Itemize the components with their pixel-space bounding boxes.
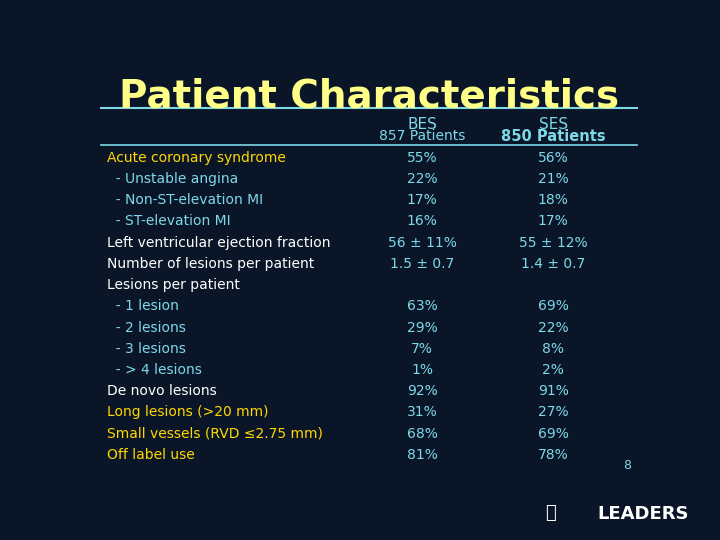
Text: 55 ± 12%: 55 ± 12%: [519, 235, 588, 249]
Text: - Unstable angina: - Unstable angina: [107, 172, 238, 186]
Text: 8%: 8%: [542, 342, 564, 356]
Text: 1%: 1%: [411, 363, 433, 377]
Text: 857 Patients: 857 Patients: [379, 129, 465, 143]
Text: 17%: 17%: [538, 214, 569, 228]
Text: BES: BES: [407, 117, 437, 132]
Text: 63%: 63%: [407, 299, 437, 313]
Text: 56%: 56%: [538, 151, 569, 165]
Text: - Non-ST-elevation MI: - Non-ST-elevation MI: [107, 193, 263, 207]
Text: 91%: 91%: [538, 384, 569, 398]
Text: 🕊: 🕊: [545, 504, 556, 522]
Text: Number of lesions per patient: Number of lesions per patient: [107, 257, 314, 271]
Text: - > 4 lesions: - > 4 lesions: [107, 363, 202, 377]
Text: 56 ± 11%: 56 ± 11%: [387, 235, 456, 249]
Text: 68%: 68%: [407, 427, 438, 441]
Text: 69%: 69%: [538, 299, 569, 313]
Text: Patient Characteristics: Patient Characteristics: [119, 77, 619, 115]
Text: Left ventricular ejection fraction: Left ventricular ejection fraction: [107, 235, 330, 249]
Text: 55%: 55%: [407, 151, 437, 165]
Text: 2%: 2%: [542, 363, 564, 377]
Text: Off label use: Off label use: [107, 448, 194, 462]
Text: 17%: 17%: [407, 193, 437, 207]
Text: 92%: 92%: [407, 384, 437, 398]
Text: 31%: 31%: [407, 406, 437, 420]
Text: 69%: 69%: [538, 427, 569, 441]
Text: 27%: 27%: [538, 406, 569, 420]
Text: 22%: 22%: [538, 321, 569, 334]
Text: Lesions per patient: Lesions per patient: [107, 278, 240, 292]
Text: 29%: 29%: [407, 321, 437, 334]
Text: Long lesions (>20 mm): Long lesions (>20 mm): [107, 406, 269, 420]
Text: 18%: 18%: [538, 193, 569, 207]
Text: LEADERS: LEADERS: [598, 505, 689, 523]
Text: 7%: 7%: [411, 342, 433, 356]
Text: 81%: 81%: [407, 448, 438, 462]
Text: 850 Patients: 850 Patients: [501, 129, 606, 144]
Text: Acute coronary syndrome: Acute coronary syndrome: [107, 151, 286, 165]
Text: 1.5 ± 0.7: 1.5 ± 0.7: [390, 257, 454, 271]
Text: 78%: 78%: [538, 448, 569, 462]
Text: De novo lesions: De novo lesions: [107, 384, 217, 398]
Text: 22%: 22%: [407, 172, 437, 186]
Text: - 2 lesions: - 2 lesions: [107, 321, 186, 334]
Text: 8: 8: [624, 460, 631, 472]
Text: 16%: 16%: [407, 214, 438, 228]
Text: - 1 lesion: - 1 lesion: [107, 299, 179, 313]
Text: 21%: 21%: [538, 172, 569, 186]
Text: Small vessels (RVD ≤2.75 mm): Small vessels (RVD ≤2.75 mm): [107, 427, 323, 441]
Text: - 3 lesions: - 3 lesions: [107, 342, 186, 356]
Text: - ST-elevation MI: - ST-elevation MI: [107, 214, 230, 228]
Text: SES: SES: [539, 117, 567, 132]
Text: 1.4 ± 0.7: 1.4 ± 0.7: [521, 257, 585, 271]
